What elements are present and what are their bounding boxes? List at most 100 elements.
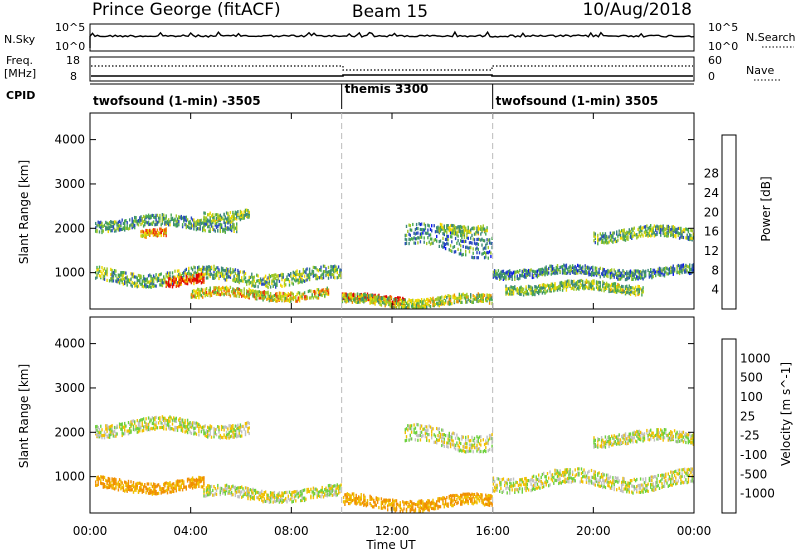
echo-cell [415, 422, 418, 427]
echo-cell [277, 498, 279, 502]
echo-cell [112, 486, 115, 490]
echo-cell [336, 276, 338, 280]
echo-cell [617, 285, 619, 289]
echo-cell [224, 435, 226, 439]
echo-cell [378, 301, 380, 305]
echo-cell [337, 488, 340, 492]
echo-cell [228, 217, 230, 221]
echo-cell [203, 211, 205, 215]
echo-cell [604, 270, 607, 274]
echo-cell [344, 500, 346, 504]
echo-cell [147, 280, 150, 284]
echo-cell [546, 270, 549, 274]
echo-cell [115, 269, 117, 273]
echo-cell [247, 290, 249, 294]
echo-cell [219, 213, 221, 217]
echo-cell [223, 433, 225, 437]
echo-cell [170, 486, 172, 490]
echo-cell [633, 226, 635, 230]
echo-cell [460, 493, 462, 497]
echo-cell [626, 236, 628, 240]
echo-cell [623, 236, 625, 240]
echo-cell [171, 482, 174, 486]
echo-cell [285, 278, 287, 282]
echo-cell [444, 229, 447, 233]
echo-cell [319, 292, 321, 296]
echo-cell [175, 277, 177, 281]
echo-cell [608, 270, 610, 274]
echo-cell [592, 279, 594, 283]
echo-cell [465, 253, 467, 257]
echo-cell [311, 271, 313, 275]
echo-cell [660, 273, 662, 277]
echo-cell [424, 301, 427, 305]
echo-cell [157, 483, 160, 487]
echo-cell [95, 480, 97, 484]
echo-cell [321, 485, 323, 490]
echo-cell [251, 275, 253, 279]
echo-cell [186, 425, 189, 429]
echo-cell [97, 482, 99, 487]
echo-cell [191, 218, 194, 222]
echo-cell [295, 499, 297, 503]
echo-cell [399, 504, 401, 508]
echo-cell [574, 282, 576, 286]
echo-cell [295, 270, 297, 274]
echo-cell [529, 288, 531, 292]
echo-cell [195, 278, 198, 282]
echo-cell [597, 282, 599, 286]
echo-cell [410, 427, 413, 431]
echo-cell [429, 237, 432, 241]
echo-cell [176, 483, 179, 487]
echo-cell [358, 300, 360, 304]
echo-cell [257, 274, 259, 278]
echo-cell [183, 218, 185, 222]
echo-cell [349, 502, 351, 506]
echo-cell [141, 418, 143, 422]
echo-cell [190, 481, 193, 486]
echo-cell [203, 265, 205, 270]
echo-cell [112, 279, 115, 283]
echo-cell [112, 274, 115, 278]
echo-cell [273, 496, 276, 500]
echo-cell [293, 490, 296, 494]
echo-cell [188, 225, 190, 230]
echo-cell [453, 228, 456, 232]
echo-cell [208, 219, 210, 223]
echo-cell [236, 222, 238, 226]
echo-cell [602, 238, 604, 242]
echo-cell [506, 287, 508, 291]
echo-cell [197, 222, 199, 226]
echo-cell [152, 276, 155, 280]
echo-cell [135, 282, 137, 286]
echo-cell [491, 242, 493, 246]
echo-cell [152, 274, 155, 278]
echo-cell [402, 500, 404, 504]
echo-cell [320, 293, 322, 297]
echo-cell [273, 273, 276, 277]
echo-cell [207, 265, 209, 269]
echo-cell [159, 283, 161, 287]
echo-cell [225, 425, 228, 430]
echo-cell [199, 278, 201, 283]
echo-cell [228, 491, 230, 495]
echo-cell [428, 439, 430, 443]
echo-cell [477, 294, 479, 299]
echo-cell [98, 430, 101, 435]
echo-cell [510, 271, 512, 275]
echo-cell [667, 228, 669, 232]
echo-cell [438, 296, 440, 300]
echo-cell [195, 480, 198, 484]
echo-cell [111, 279, 113, 283]
echo-cell [595, 266, 598, 270]
echo-cell [150, 279, 152, 283]
echo-cell [300, 490, 302, 494]
echo-cell [449, 244, 452, 248]
echo-cell [418, 509, 420, 513]
echo-cell [154, 416, 156, 420]
echo-cell [207, 425, 209, 429]
echo-cell [234, 289, 237, 293]
echo-cell [476, 229, 478, 233]
echo-cell [168, 282, 170, 286]
echo-cell [384, 506, 386, 510]
